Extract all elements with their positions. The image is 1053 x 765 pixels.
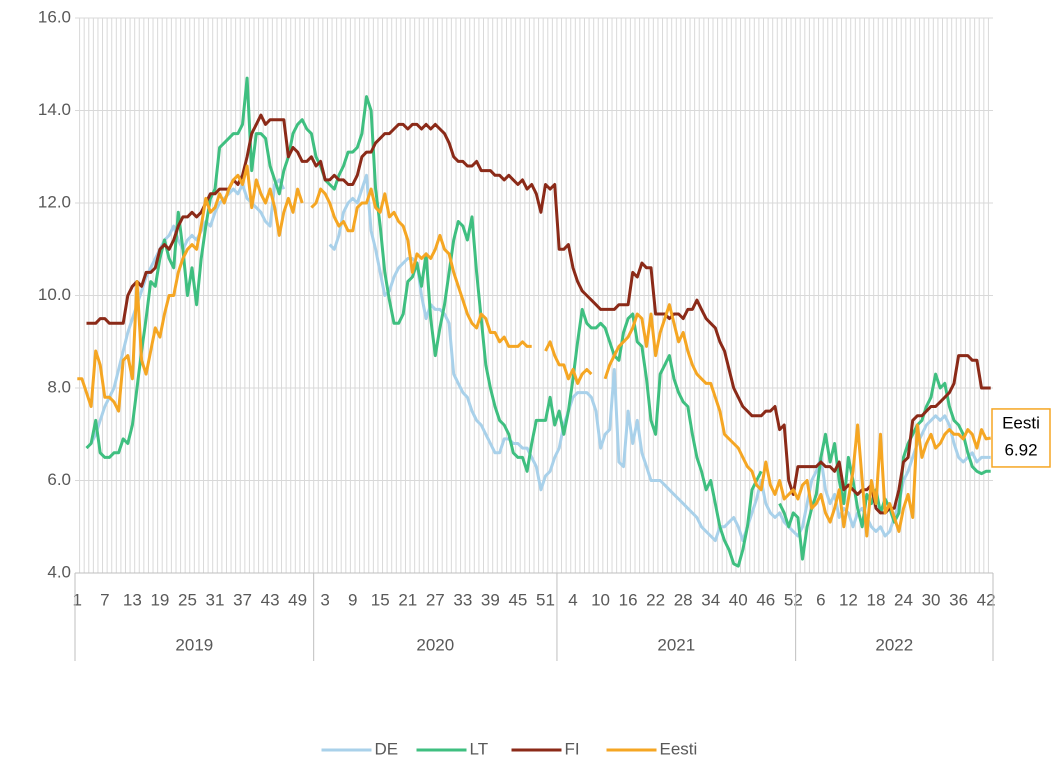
x-tick-label: 24 — [894, 590, 913, 609]
x-tick-label: 36 — [949, 590, 968, 609]
x-tick-label: 16 — [619, 590, 638, 609]
x-tick-label: 43 — [261, 590, 280, 609]
x-tick-label: 42 — [977, 590, 996, 609]
x-tick-label: 37 — [233, 590, 252, 609]
series-line — [86, 113, 991, 515]
x-tick-label: 18 — [866, 590, 885, 609]
x-tick-label: 19 — [150, 590, 169, 609]
group-label: 2020 — [416, 635, 454, 654]
y-tick-label: 14.0 — [38, 100, 71, 119]
legend-label: FI — [565, 739, 580, 758]
x-tick-label: 1 — [73, 590, 82, 609]
data-label-value: 6.92 — [1004, 440, 1037, 459]
x-tick-label: 3 — [320, 590, 329, 609]
legend-label: Eesti — [660, 739, 698, 758]
x-tick-label: 52 — [784, 590, 803, 609]
x-tick-label: 15 — [371, 590, 390, 609]
x-tick-label: 49 — [288, 590, 307, 609]
group-label: 2021 — [657, 635, 695, 654]
x-tick-label: 51 — [536, 590, 555, 609]
x-tick-label: 31 — [206, 590, 225, 609]
y-tick-label: 4.0 — [47, 562, 71, 581]
x-tick-label: 25 — [178, 590, 197, 609]
x-tick-label: 45 — [508, 590, 527, 609]
x-tick-label: 22 — [646, 590, 665, 609]
x-tick-label: 10 — [591, 590, 610, 609]
x-tick-label: 33 — [453, 590, 472, 609]
x-tick-label: 34 — [701, 590, 720, 609]
x-tick-label: 46 — [756, 590, 775, 609]
y-tick-label: 6.0 — [47, 470, 71, 489]
data-label-name: Eesti — [1002, 413, 1040, 432]
x-tick-label: 39 — [481, 590, 500, 609]
x-tick-label: 40 — [729, 590, 748, 609]
group-label: 2019 — [175, 635, 213, 654]
x-tick-label: 27 — [426, 590, 445, 609]
y-tick-label: 16.0 — [38, 7, 71, 26]
x-tick-label: 21 — [398, 590, 417, 609]
x-tick-label: 28 — [674, 590, 693, 609]
legend-label: LT — [470, 739, 489, 758]
legend-label: DE — [375, 739, 399, 758]
x-tick-label: 12 — [839, 590, 858, 609]
series-line — [77, 164, 991, 538]
x-tick-label: 6 — [816, 590, 825, 609]
x-tick-label: 9 — [348, 590, 357, 609]
y-tick-label: 8.0 — [47, 377, 71, 396]
x-tick-label: 4 — [568, 590, 577, 609]
y-tick-label: 10.0 — [38, 285, 71, 304]
group-label: 2022 — [875, 635, 913, 654]
y-tick-label: 12.0 — [38, 192, 71, 211]
x-tick-label: 30 — [922, 590, 941, 609]
x-tick-label: 7 — [100, 590, 109, 609]
x-tick-label: 13 — [123, 590, 142, 609]
data-label-box — [991, 408, 1051, 468]
